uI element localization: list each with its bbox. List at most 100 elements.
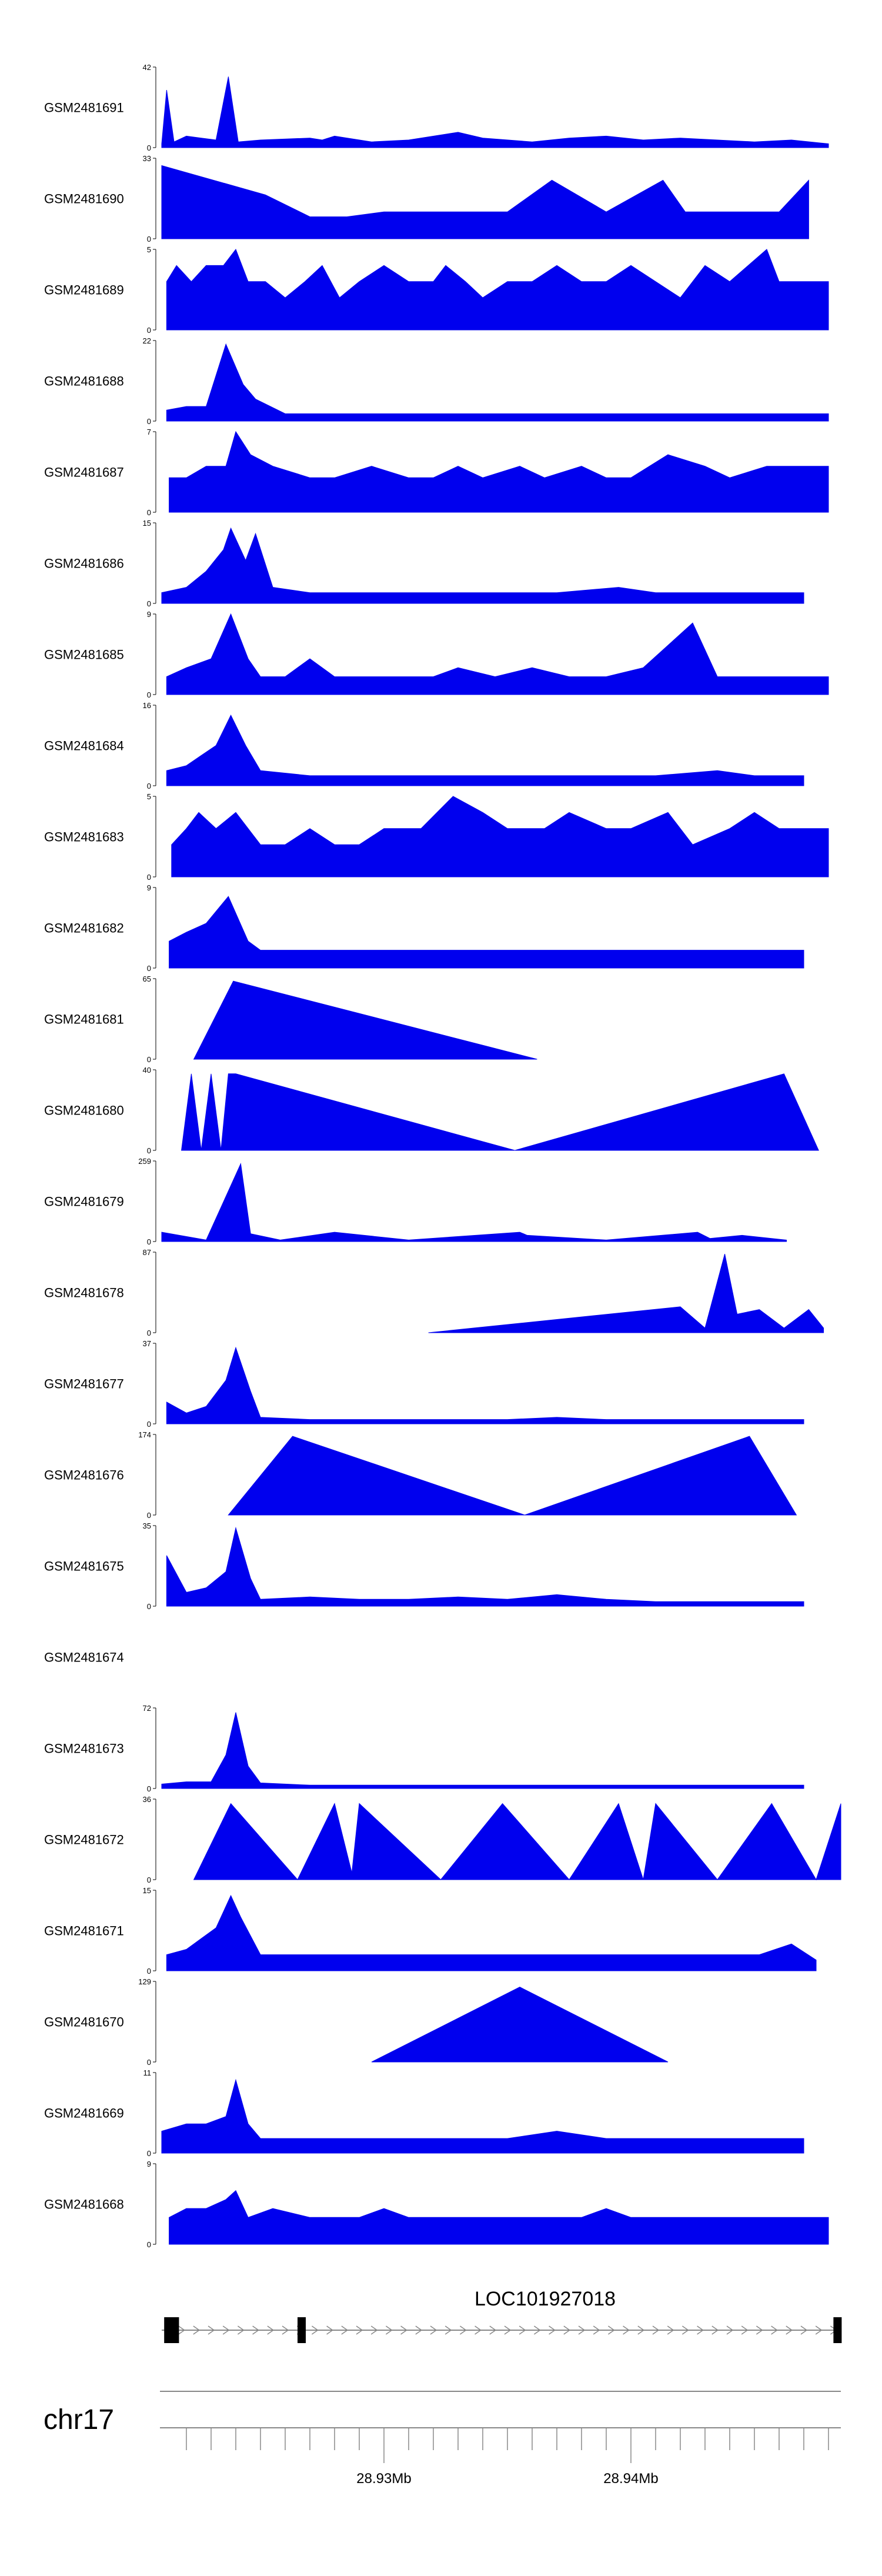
coverage-area: [166, 714, 804, 786]
track-GSM2481674: GSM2481674: [44, 1650, 124, 1665]
y-max-label: 16: [143, 701, 151, 710]
y-max-label: 7: [147, 428, 151, 436]
track-GSM2481671: GSM2481671 15 0: [44, 1886, 817, 1976]
strand-arrow: [282, 2325, 289, 2335]
strand-arrow: [756, 2325, 763, 2335]
coverage-area: [161, 76, 829, 148]
y-zero-label: 0: [147, 1602, 151, 1611]
y-zero-label: 0: [147, 417, 151, 426]
strand-arrow: [237, 2325, 245, 2335]
strand-arrow: [815, 2325, 823, 2335]
strand-arrow: [711, 2325, 719, 2335]
gene-name-label: LOC101927018: [475, 2288, 616, 2310]
coverage-area: [166, 1526, 804, 1607]
track-label: GSM2481669: [44, 2106, 124, 2121]
strand-arrow: [385, 2325, 393, 2335]
track-GSM2481672: GSM2481672 36 0: [44, 1795, 841, 1884]
strand-arrow: [637, 2325, 645, 2335]
strand-arrow: [222, 2325, 230, 2335]
y-max-label: 37: [143, 1339, 151, 1348]
y-zero-label: 0: [147, 1784, 151, 1793]
y-zero-label: 0: [147, 1420, 151, 1429]
y-max-label: 15: [143, 519, 151, 528]
strand-arrow: [563, 2325, 571, 2335]
coverage-area: [169, 2190, 829, 2245]
coverage-area: [161, 165, 809, 239]
strand-arrow: [459, 2325, 467, 2335]
chromosome-label: chr17: [44, 2404, 114, 2435]
coverage-area: [166, 613, 829, 695]
coverage-area: [161, 2078, 804, 2154]
strand-arrow: [489, 2325, 497, 2335]
y-max-label: 5: [147, 245, 151, 254]
track-label: GSM2481682: [44, 921, 124, 936]
track-label: GSM2481688: [44, 374, 124, 389]
y-zero-label: 0: [147, 690, 151, 699]
exon-block: [164, 2317, 179, 2343]
y-zero-label: 0: [147, 1511, 151, 1520]
strand-arrow: [267, 2325, 275, 2335]
strand-arrow: [311, 2325, 319, 2335]
strand-arrow: [800, 2325, 808, 2335]
strand-arrow: [445, 2325, 452, 2335]
y-zero-label: 0: [147, 326, 151, 335]
track-GSM2481691: GSM2481691 42 0: [44, 63, 829, 152]
track-label: GSM2481683: [44, 830, 124, 845]
track-GSM2481668: GSM2481668 9 0: [44, 2160, 829, 2249]
y-max-label: 72: [143, 1704, 151, 1713]
strand-arrow: [667, 2325, 674, 2335]
y-zero-label: 0: [147, 873, 151, 882]
track-label: GSM2481679: [44, 1194, 124, 1209]
strand-arrow: [415, 2325, 423, 2335]
track-GSM2481683: GSM2481683 5 0: [44, 792, 829, 882]
y-max-label: 11: [143, 2068, 152, 2077]
strand-arrow: [607, 2325, 615, 2335]
y-zero-label: 0: [147, 1146, 151, 1155]
y-max-label: 15: [143, 1886, 151, 1895]
coverage-area: [161, 1163, 787, 1242]
track-GSM2481689: GSM2481689 5 0: [44, 245, 829, 335]
y-max-label: 42: [143, 63, 151, 72]
coverage-area: [371, 1987, 669, 2063]
y-zero-label: 0: [147, 1967, 151, 1976]
y-zero-label: 0: [147, 144, 151, 152]
coverage-area: [171, 796, 829, 877]
coverage-area: [228, 1436, 797, 1516]
track-label: GSM2481690: [44, 192, 124, 206]
y-max-label: 9: [147, 2160, 151, 2168]
y-max-label: 87: [143, 1248, 151, 1257]
strand-arrow: [178, 2325, 185, 2335]
strand-arrow: [519, 2325, 526, 2335]
y-zero-label: 0: [147, 1237, 151, 1246]
y-zero-label: 0: [147, 2240, 151, 2249]
strand-arrow: [341, 2325, 349, 2335]
track-GSM2481680: GSM2481680 40 0: [44, 1066, 819, 1155]
strand-arrow: [681, 2325, 689, 2335]
y-zero-label: 0: [147, 508, 151, 517]
y-max-label: 5: [147, 792, 151, 801]
track-label: GSM2481691: [44, 101, 124, 115]
strand-arrow: [326, 2325, 333, 2335]
strand-arrow: [370, 2325, 378, 2335]
y-max-label: 35: [143, 1521, 151, 1530]
track-GSM2481684: GSM2481684 16 0: [44, 701, 804, 790]
y-zero-label: 0: [147, 2058, 151, 2067]
gene-track: LOC101927018: [162, 2288, 842, 2343]
strand-arrow: [697, 2325, 704, 2335]
coverage-area: [161, 1712, 804, 1789]
strand-arrow: [549, 2325, 556, 2335]
axis-tick-label: 28.94Mb: [603, 2471, 658, 2487]
strand-arrow: [252, 2325, 259, 2335]
coverage-area: [166, 343, 829, 422]
track-label: GSM2481673: [44, 1741, 124, 1756]
strand-arrow: [475, 2325, 482, 2335]
y-zero-label: 0: [147, 599, 151, 608]
coverage-area: [166, 248, 829, 331]
y-max-label: 174: [138, 1430, 151, 1439]
strand-arrow: [623, 2325, 630, 2335]
track-label: GSM2481670: [44, 2015, 124, 2030]
y-zero-label: 0: [147, 964, 151, 973]
y-max-label: 9: [147, 883, 151, 892]
y-max-label: 36: [143, 1795, 151, 1804]
